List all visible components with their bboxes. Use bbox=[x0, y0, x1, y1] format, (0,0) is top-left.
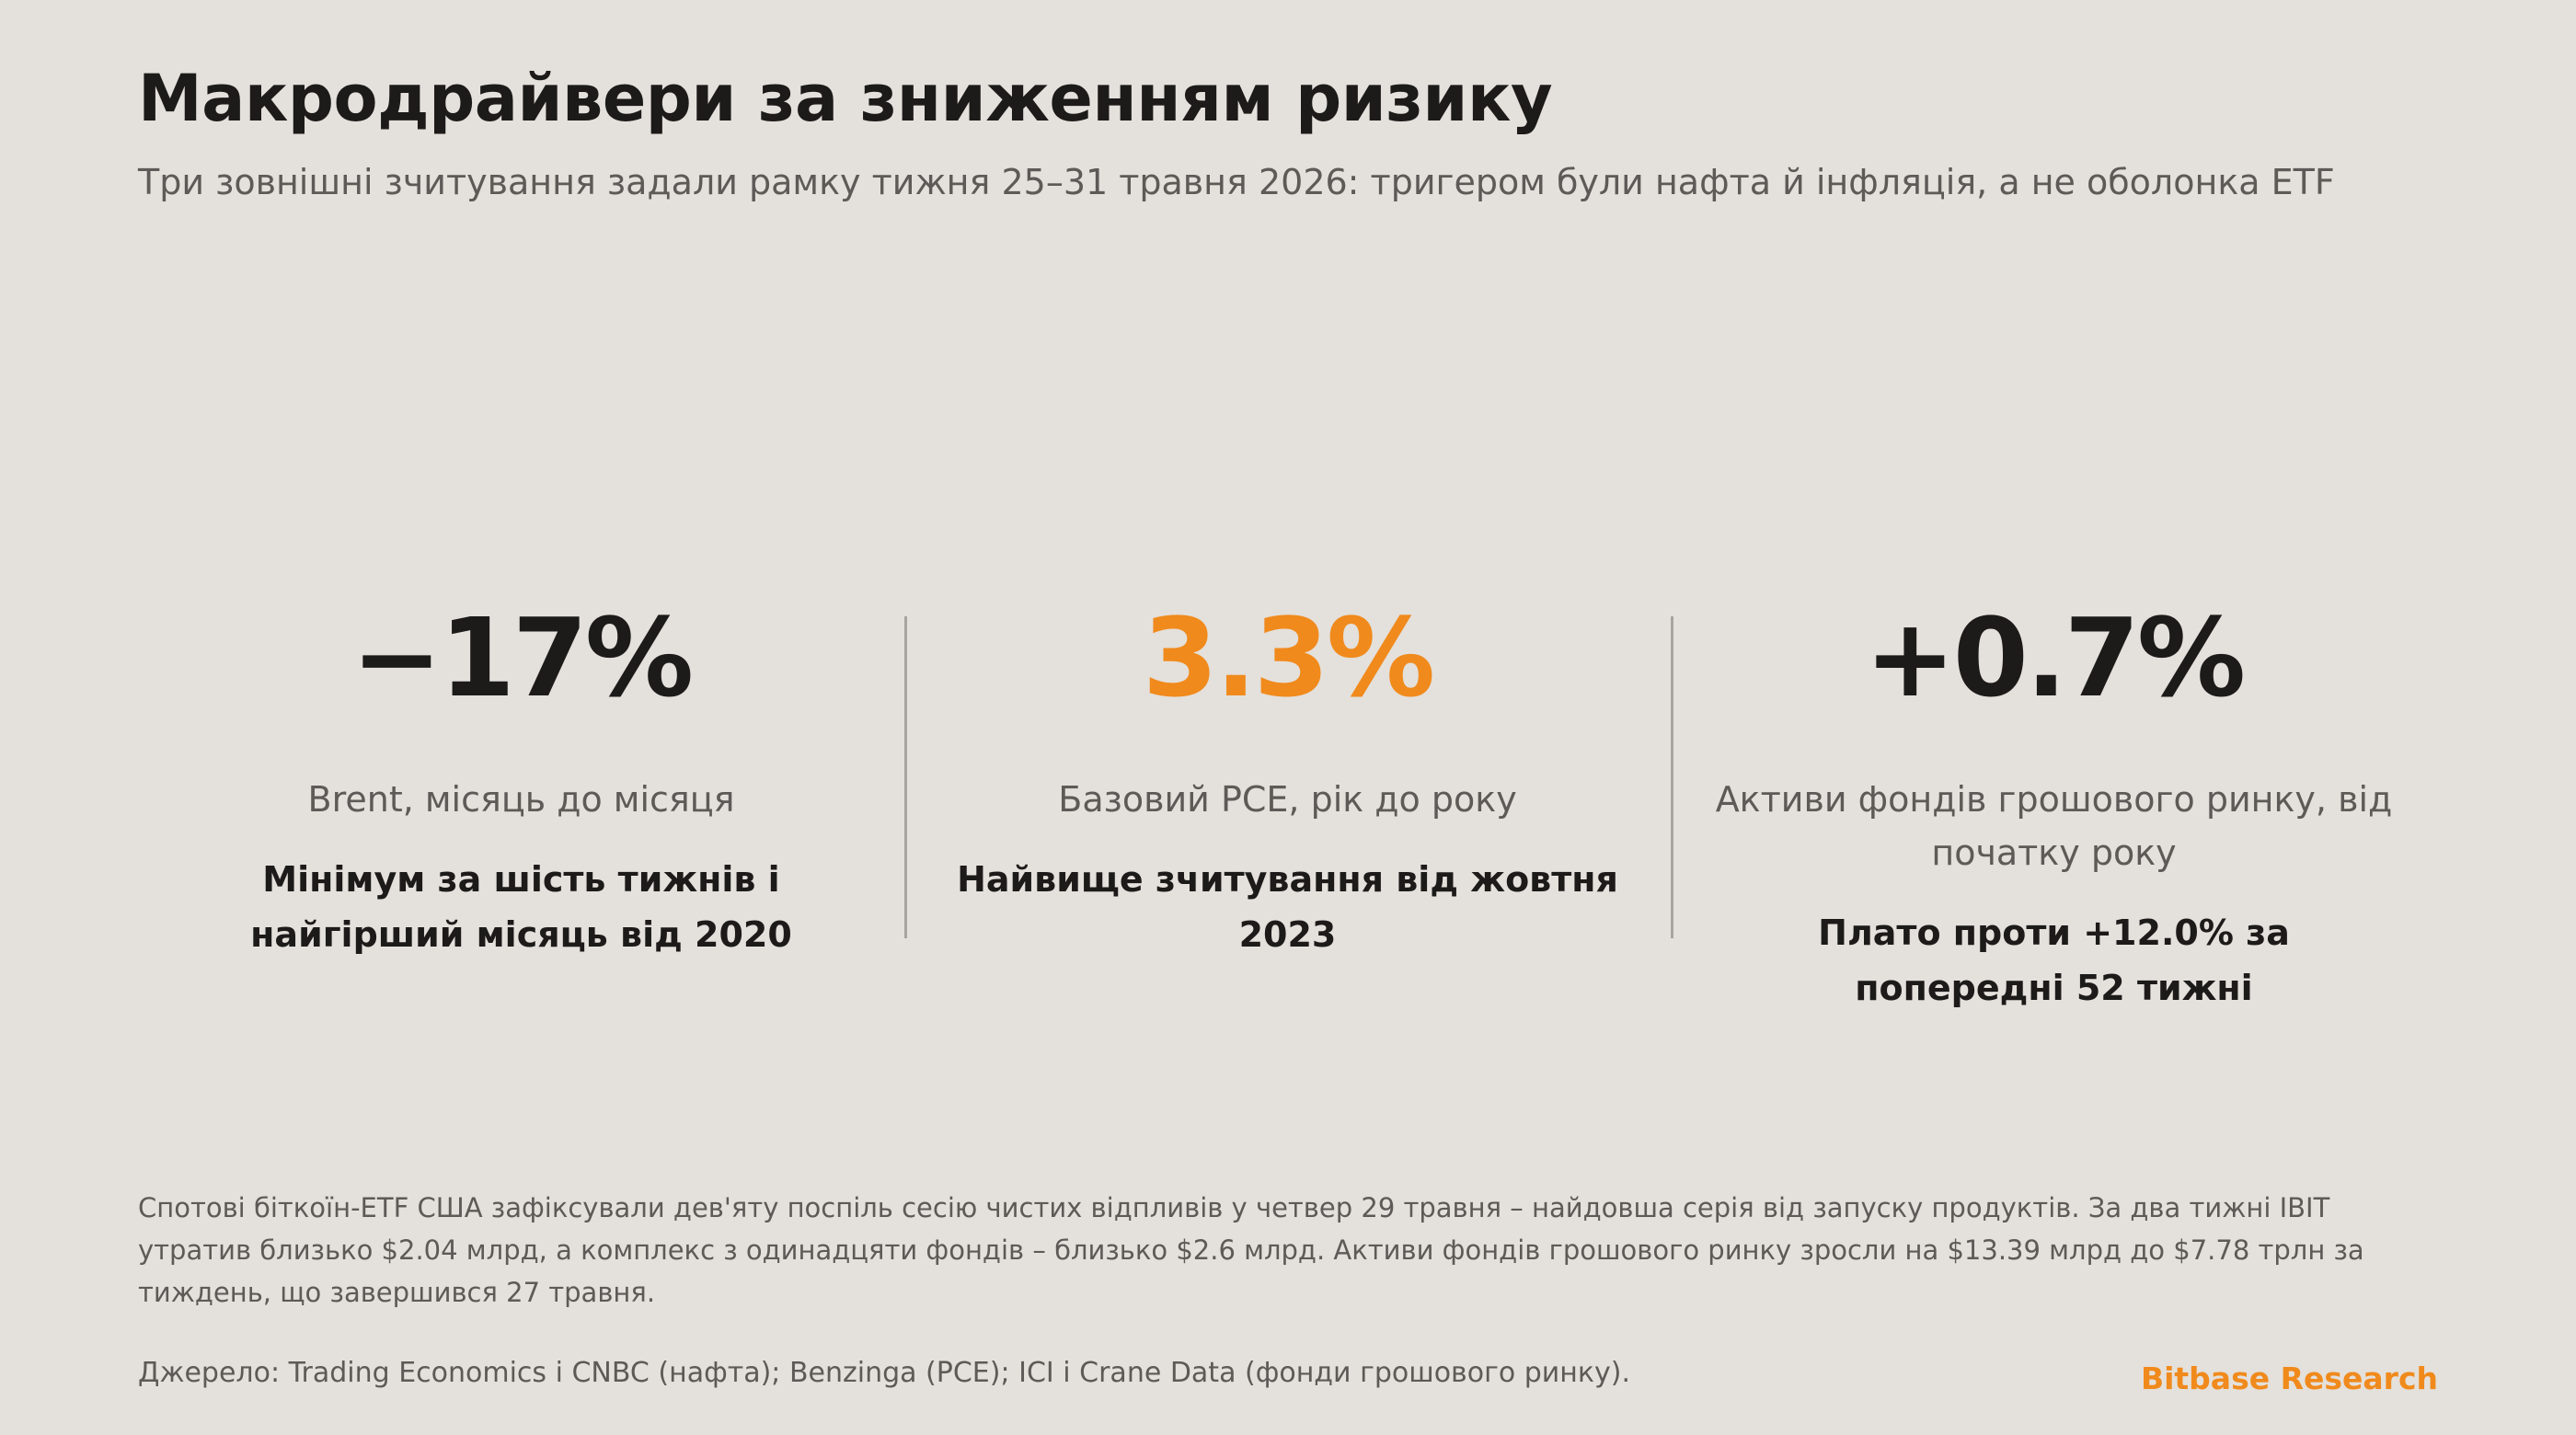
metric-note: Найвище зчитування від жовтня 2023 bbox=[957, 859, 1618, 955]
page-title: Макродрайвери за зниженням ризику bbox=[138, 61, 1553, 136]
metric-note: Плато проти +12.0% за попередні 52 тижні bbox=[1818, 913, 2290, 1008]
metric-value: +0.7% bbox=[1864, 594, 2246, 721]
metric-label: Brent, місяць до місяця bbox=[307, 779, 735, 820]
metric-brent: −17% Brent, місяць до місяця Мінімум за … bbox=[138, 589, 904, 1030]
metric-value: −17% bbox=[351, 594, 694, 721]
metric-money-market: +0.7% Активи фондів грошового ринку, від… bbox=[1671, 589, 2437, 1030]
metric-value: 3.3% bbox=[1142, 594, 1435, 721]
metric-label: Базовий PCE, рік до року bbox=[1058, 779, 1517, 820]
metric-note: Мінімум за шість тижнів і найгірший міся… bbox=[250, 859, 792, 955]
metric-label: Активи фондів грошового ринку, від почат… bbox=[1715, 779, 2393, 873]
footnote-text: Спотові біткоїн-ETF США зафіксували дев'… bbox=[138, 1192, 2364, 1308]
page-subtitle: Три зовнішні зчитування задали рамку тиж… bbox=[138, 162, 2335, 202]
brand-logo: Bitbase Research bbox=[2140, 1360, 2438, 1396]
metric-core-pce: 3.3% Базовий PCE, рік до року Найвище зч… bbox=[904, 589, 1671, 1030]
source-line: Джерело: Trading Economics і CNBC (нафта… bbox=[138, 1357, 1631, 1389]
metrics-row: −17% Brent, місяць до місяця Мінімум за … bbox=[138, 589, 2438, 1030]
